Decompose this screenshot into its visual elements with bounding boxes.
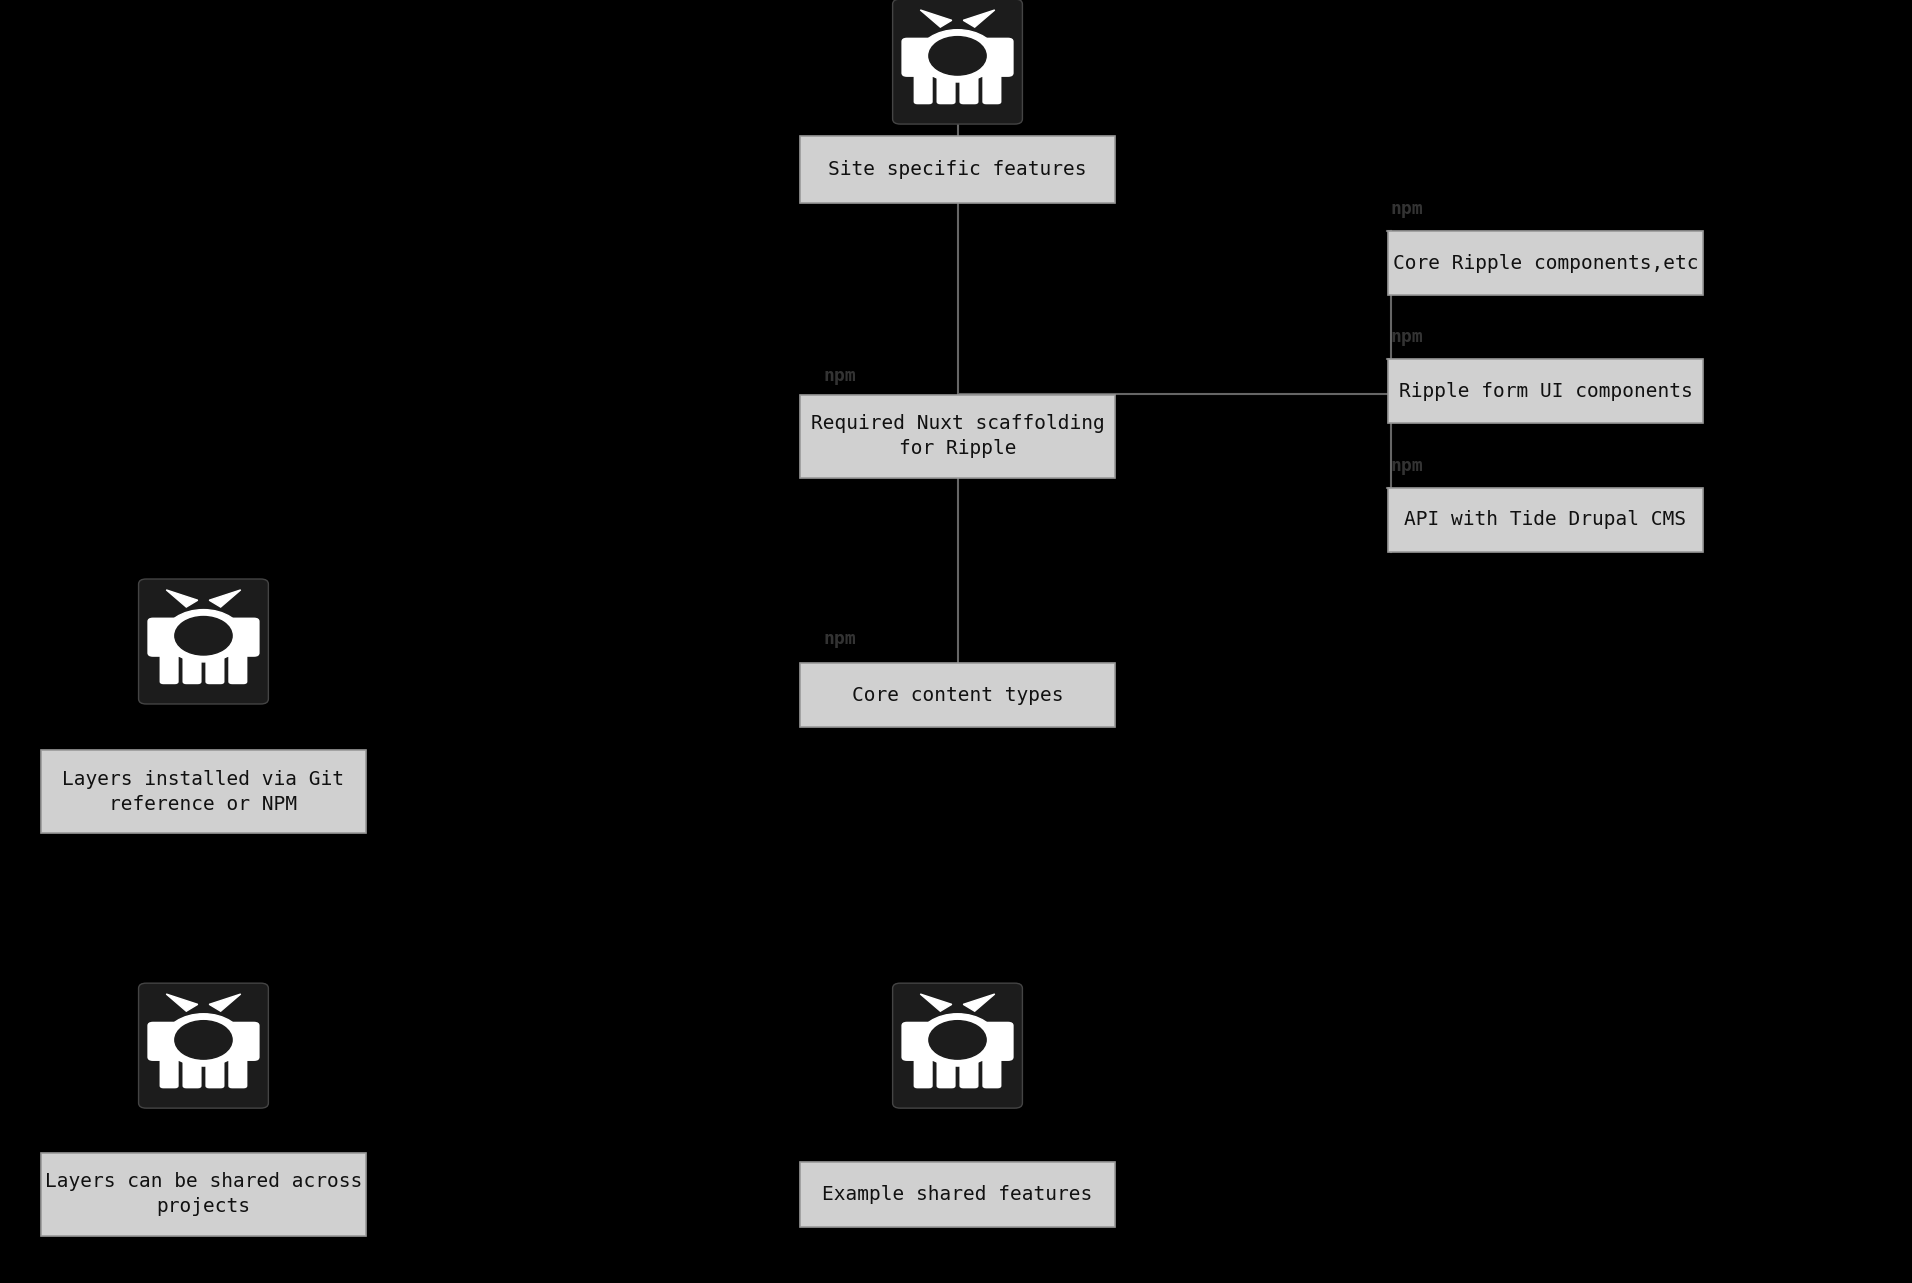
FancyBboxPatch shape: [914, 1055, 933, 1088]
FancyBboxPatch shape: [205, 1055, 224, 1088]
FancyBboxPatch shape: [960, 1055, 979, 1088]
FancyBboxPatch shape: [147, 1021, 260, 1061]
Text: Core content types: Core content types: [851, 686, 1063, 704]
Text: Layers can be shared across
projects: Layers can be shared across projects: [44, 1173, 361, 1216]
FancyBboxPatch shape: [799, 136, 1115, 203]
FancyBboxPatch shape: [983, 71, 1002, 104]
FancyBboxPatch shape: [1388, 359, 1704, 423]
Text: npm: npm: [824, 630, 857, 648]
Text: Ripple form UI components: Ripple form UI components: [1398, 382, 1692, 400]
Circle shape: [929, 1021, 987, 1060]
Polygon shape: [964, 10, 994, 27]
Polygon shape: [920, 994, 952, 1011]
FancyBboxPatch shape: [960, 71, 979, 104]
Circle shape: [174, 617, 231, 656]
FancyBboxPatch shape: [1388, 488, 1704, 552]
FancyBboxPatch shape: [159, 1055, 178, 1088]
Circle shape: [164, 609, 243, 662]
FancyBboxPatch shape: [182, 650, 201, 684]
Polygon shape: [964, 994, 994, 1011]
Circle shape: [929, 37, 987, 76]
Text: npm: npm: [1390, 200, 1423, 218]
FancyBboxPatch shape: [138, 983, 268, 1109]
FancyBboxPatch shape: [983, 1055, 1002, 1088]
Text: Site specific features: Site specific features: [828, 160, 1086, 178]
FancyBboxPatch shape: [42, 749, 365, 834]
Text: npm: npm: [1390, 328, 1423, 346]
FancyBboxPatch shape: [937, 71, 956, 104]
FancyBboxPatch shape: [799, 394, 1115, 477]
FancyBboxPatch shape: [159, 650, 178, 684]
Circle shape: [174, 1021, 231, 1060]
FancyBboxPatch shape: [1388, 231, 1704, 295]
Circle shape: [918, 1014, 996, 1066]
FancyBboxPatch shape: [182, 1055, 201, 1088]
Polygon shape: [166, 994, 197, 1011]
FancyBboxPatch shape: [799, 663, 1115, 727]
Polygon shape: [208, 994, 241, 1011]
Circle shape: [918, 30, 996, 82]
FancyBboxPatch shape: [138, 579, 268, 704]
FancyBboxPatch shape: [205, 650, 224, 684]
FancyBboxPatch shape: [901, 37, 1013, 77]
Polygon shape: [208, 590, 241, 607]
Text: npm: npm: [1390, 457, 1423, 475]
Text: Required Nuxt scaffolding
for Ripple: Required Nuxt scaffolding for Ripple: [811, 414, 1105, 458]
FancyBboxPatch shape: [893, 983, 1023, 1109]
FancyBboxPatch shape: [901, 1021, 1013, 1061]
Text: npm: npm: [824, 367, 857, 385]
Text: Core Ripple components,etc: Core Ripple components,etc: [1392, 254, 1698, 272]
Circle shape: [164, 1014, 243, 1066]
FancyBboxPatch shape: [42, 1152, 365, 1237]
Text: API with Tide Drupal CMS: API with Tide Drupal CMS: [1405, 511, 1686, 529]
FancyBboxPatch shape: [147, 617, 260, 657]
FancyBboxPatch shape: [914, 71, 933, 104]
FancyBboxPatch shape: [893, 0, 1023, 124]
Text: Layers installed via Git
reference or NPM: Layers installed via Git reference or NP…: [63, 770, 344, 813]
Polygon shape: [166, 590, 197, 607]
FancyBboxPatch shape: [799, 1162, 1115, 1227]
FancyBboxPatch shape: [228, 650, 247, 684]
FancyBboxPatch shape: [937, 1055, 956, 1088]
Text: Example shared features: Example shared features: [822, 1185, 1092, 1203]
Polygon shape: [920, 10, 952, 27]
FancyBboxPatch shape: [228, 1055, 247, 1088]
